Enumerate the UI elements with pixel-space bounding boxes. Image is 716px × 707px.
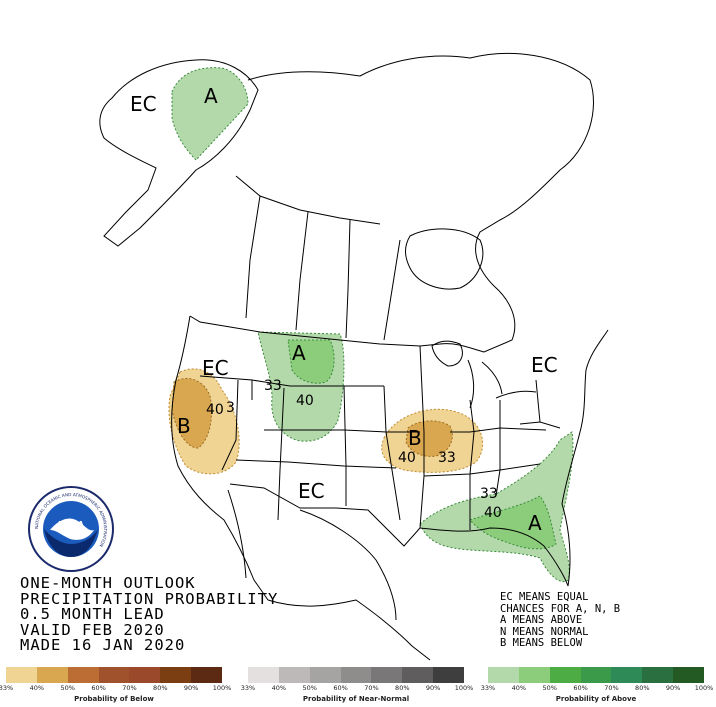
- legend-tick-label: 90%: [665, 684, 681, 692]
- legend-tick-label: 70%: [604, 684, 619, 692]
- legend-tick-label: 50%: [542, 684, 557, 692]
- map-outlines: [99, 52, 609, 661]
- legend-near-ticks: 33% 40% 50% 60% 70% 80% 90% 100%: [241, 684, 474, 694]
- legend-above-bar: [488, 667, 704, 683]
- legend-tick-label: 40%: [29, 684, 45, 692]
- legend-swatch: [549, 667, 581, 683]
- key-line: N MEANS NORMAL: [500, 625, 589, 638]
- legend-tick-label: 80%: [635, 684, 650, 692]
- legend-swatch: [160, 667, 192, 683]
- ec-label-northwest: EC: [202, 356, 229, 380]
- b-label-midwest: B: [408, 426, 422, 450]
- legend-tick-label: 100%: [212, 684, 232, 692]
- legend-swatch: [488, 667, 519, 683]
- legend-tick-label: 100%: [694, 684, 714, 692]
- legend-above: 33% 40% 50% 60% 70% 80% 90% 100% Probability of…: [481, 667, 714, 707]
- legend-swatch: [402, 667, 434, 683]
- legend-below-bar: [6, 667, 222, 683]
- ec-label-southwest: EC: [298, 479, 325, 503]
- legend-swatch: [98, 667, 130, 683]
- a-label-alaska: A: [204, 84, 218, 108]
- west-below-40: [171, 378, 212, 449]
- legend-tick-label: 40%: [271, 684, 287, 692]
- legend-tick-label: 60%: [91, 684, 106, 692]
- legend-tick-label: 70%: [122, 684, 137, 692]
- key-line: EC MEANS EQUAL: [500, 591, 589, 603]
- legend-tick-label: 90%: [425, 684, 441, 692]
- legend-below-title: Probability of Below: [74, 695, 154, 703]
- legend-below: 33% 40% 50% 60% 70% 80% 90% 100% Probability of…: [0, 667, 231, 707]
- legend-swatch: [248, 667, 279, 683]
- key-line: B MEANS BELOW: [500, 637, 583, 649]
- legend-tick-label: 80%: [395, 684, 410, 692]
- legend-tick-label: 33%: [0, 684, 14, 692]
- midwest-below-40: [405, 420, 453, 457]
- alaska-above-area: [171, 67, 249, 161]
- contour-40-plains: 40: [296, 393, 314, 409]
- key-line: A MEANS ABOVE: [500, 614, 583, 626]
- legend-tick-label: 50%: [60, 684, 75, 692]
- legend-tick-label: 33%: [480, 684, 496, 692]
- contour-40-west: 40: [206, 402, 224, 418]
- noaa-logo-text: NOAA: [58, 520, 84, 529]
- outlook-title-line: MADE 16 JAN 2020: [20, 636, 186, 654]
- legend-swatch: [278, 667, 310, 683]
- map-key: EC MEANS EQUAL CHANCES FOR A, N, B A MEA…: [500, 591, 621, 650]
- legend-near-title: Probability of Near-Normal: [302, 695, 410, 703]
- a-label-southeast: A: [528, 511, 542, 535]
- legend-swatch: [309, 667, 341, 683]
- legend-swatch: [67, 667, 99, 683]
- key-line: CHANCES FOR A, N, B: [500, 602, 621, 615]
- ec-label-alaska: EC: [130, 92, 157, 116]
- legend-tick-label: 40%: [511, 684, 527, 692]
- legend-swatch: [433, 667, 464, 683]
- legend-tick-label: 100%: [454, 684, 474, 692]
- legend-tick-label: 33%: [240, 684, 256, 692]
- legend-tick-label: 80%: [153, 684, 168, 692]
- legend-swatch: [6, 667, 37, 683]
- outlook-title-block: ONE-MONTH OUTLOOK PRECIPITATION PROBABIL…: [20, 574, 279, 654]
- a-label-plains: A: [292, 341, 306, 365]
- outlook-title-line: PRECIPITATION PROBABILITY: [20, 589, 279, 608]
- legend-swatch: [191, 667, 222, 683]
- legend-swatch: [36, 667, 68, 683]
- legend-tick-label: 50%: [302, 684, 317, 692]
- legend-below-ticks: 33% 40% 50% 60% 70% 80% 90% 100%: [0, 684, 231, 694]
- legend-swatch: [129, 667, 161, 683]
- legend-above-ticks: 33% 40% 50% 60% 70% 80% 90% 100%: [481, 684, 714, 694]
- legend-swatch: [642, 667, 674, 683]
- legend-tick-label: 70%: [364, 684, 379, 692]
- legend-swatch: [580, 667, 612, 683]
- legend-swatch: [611, 667, 643, 683]
- legend-swatch: [371, 667, 403, 683]
- legend-tick-label: 60%: [333, 684, 348, 692]
- outlook-title-line: VALID FEB 2020: [20, 620, 165, 639]
- b-label-west: B: [177, 414, 191, 438]
- outlook-title-line: 0.5 MONTH LEAD: [20, 605, 165, 623]
- contour-40-southeast: 40: [484, 505, 502, 521]
- southeast-above-40: [469, 495, 557, 550]
- contour-40-midwest: 40: [398, 450, 416, 466]
- legend-swatch: [518, 667, 550, 683]
- ec-label-northeast: EC: [531, 353, 558, 377]
- outlook-title-line: ONE-MONTH OUTLOOK: [20, 574, 196, 592]
- legend-swatch: [340, 667, 372, 683]
- contour-33-southeast: 33: [480, 486, 498, 502]
- legend-above-title: Probability of Above: [555, 695, 637, 703]
- legend-near-normal: 33% 40% 50% 60% 70% 80% 90% 100% Probability of…: [241, 667, 474, 707]
- legend-near-bar: [248, 667, 464, 683]
- contour-33-plains: 33: [264, 378, 282, 394]
- legend-tick-label: 90%: [183, 684, 199, 692]
- contour-33-midwest: 33: [438, 450, 456, 466]
- legend-swatch: [673, 667, 704, 683]
- plains-above-40: [287, 339, 335, 384]
- noaa-logo: NOAA NATIONAL OCEANIC AND ATMOSPHERIC AD…: [28, 486, 114, 572]
- contour-3-west: 3: [226, 400, 235, 416]
- legend-tick-label: 60%: [573, 684, 588, 692]
